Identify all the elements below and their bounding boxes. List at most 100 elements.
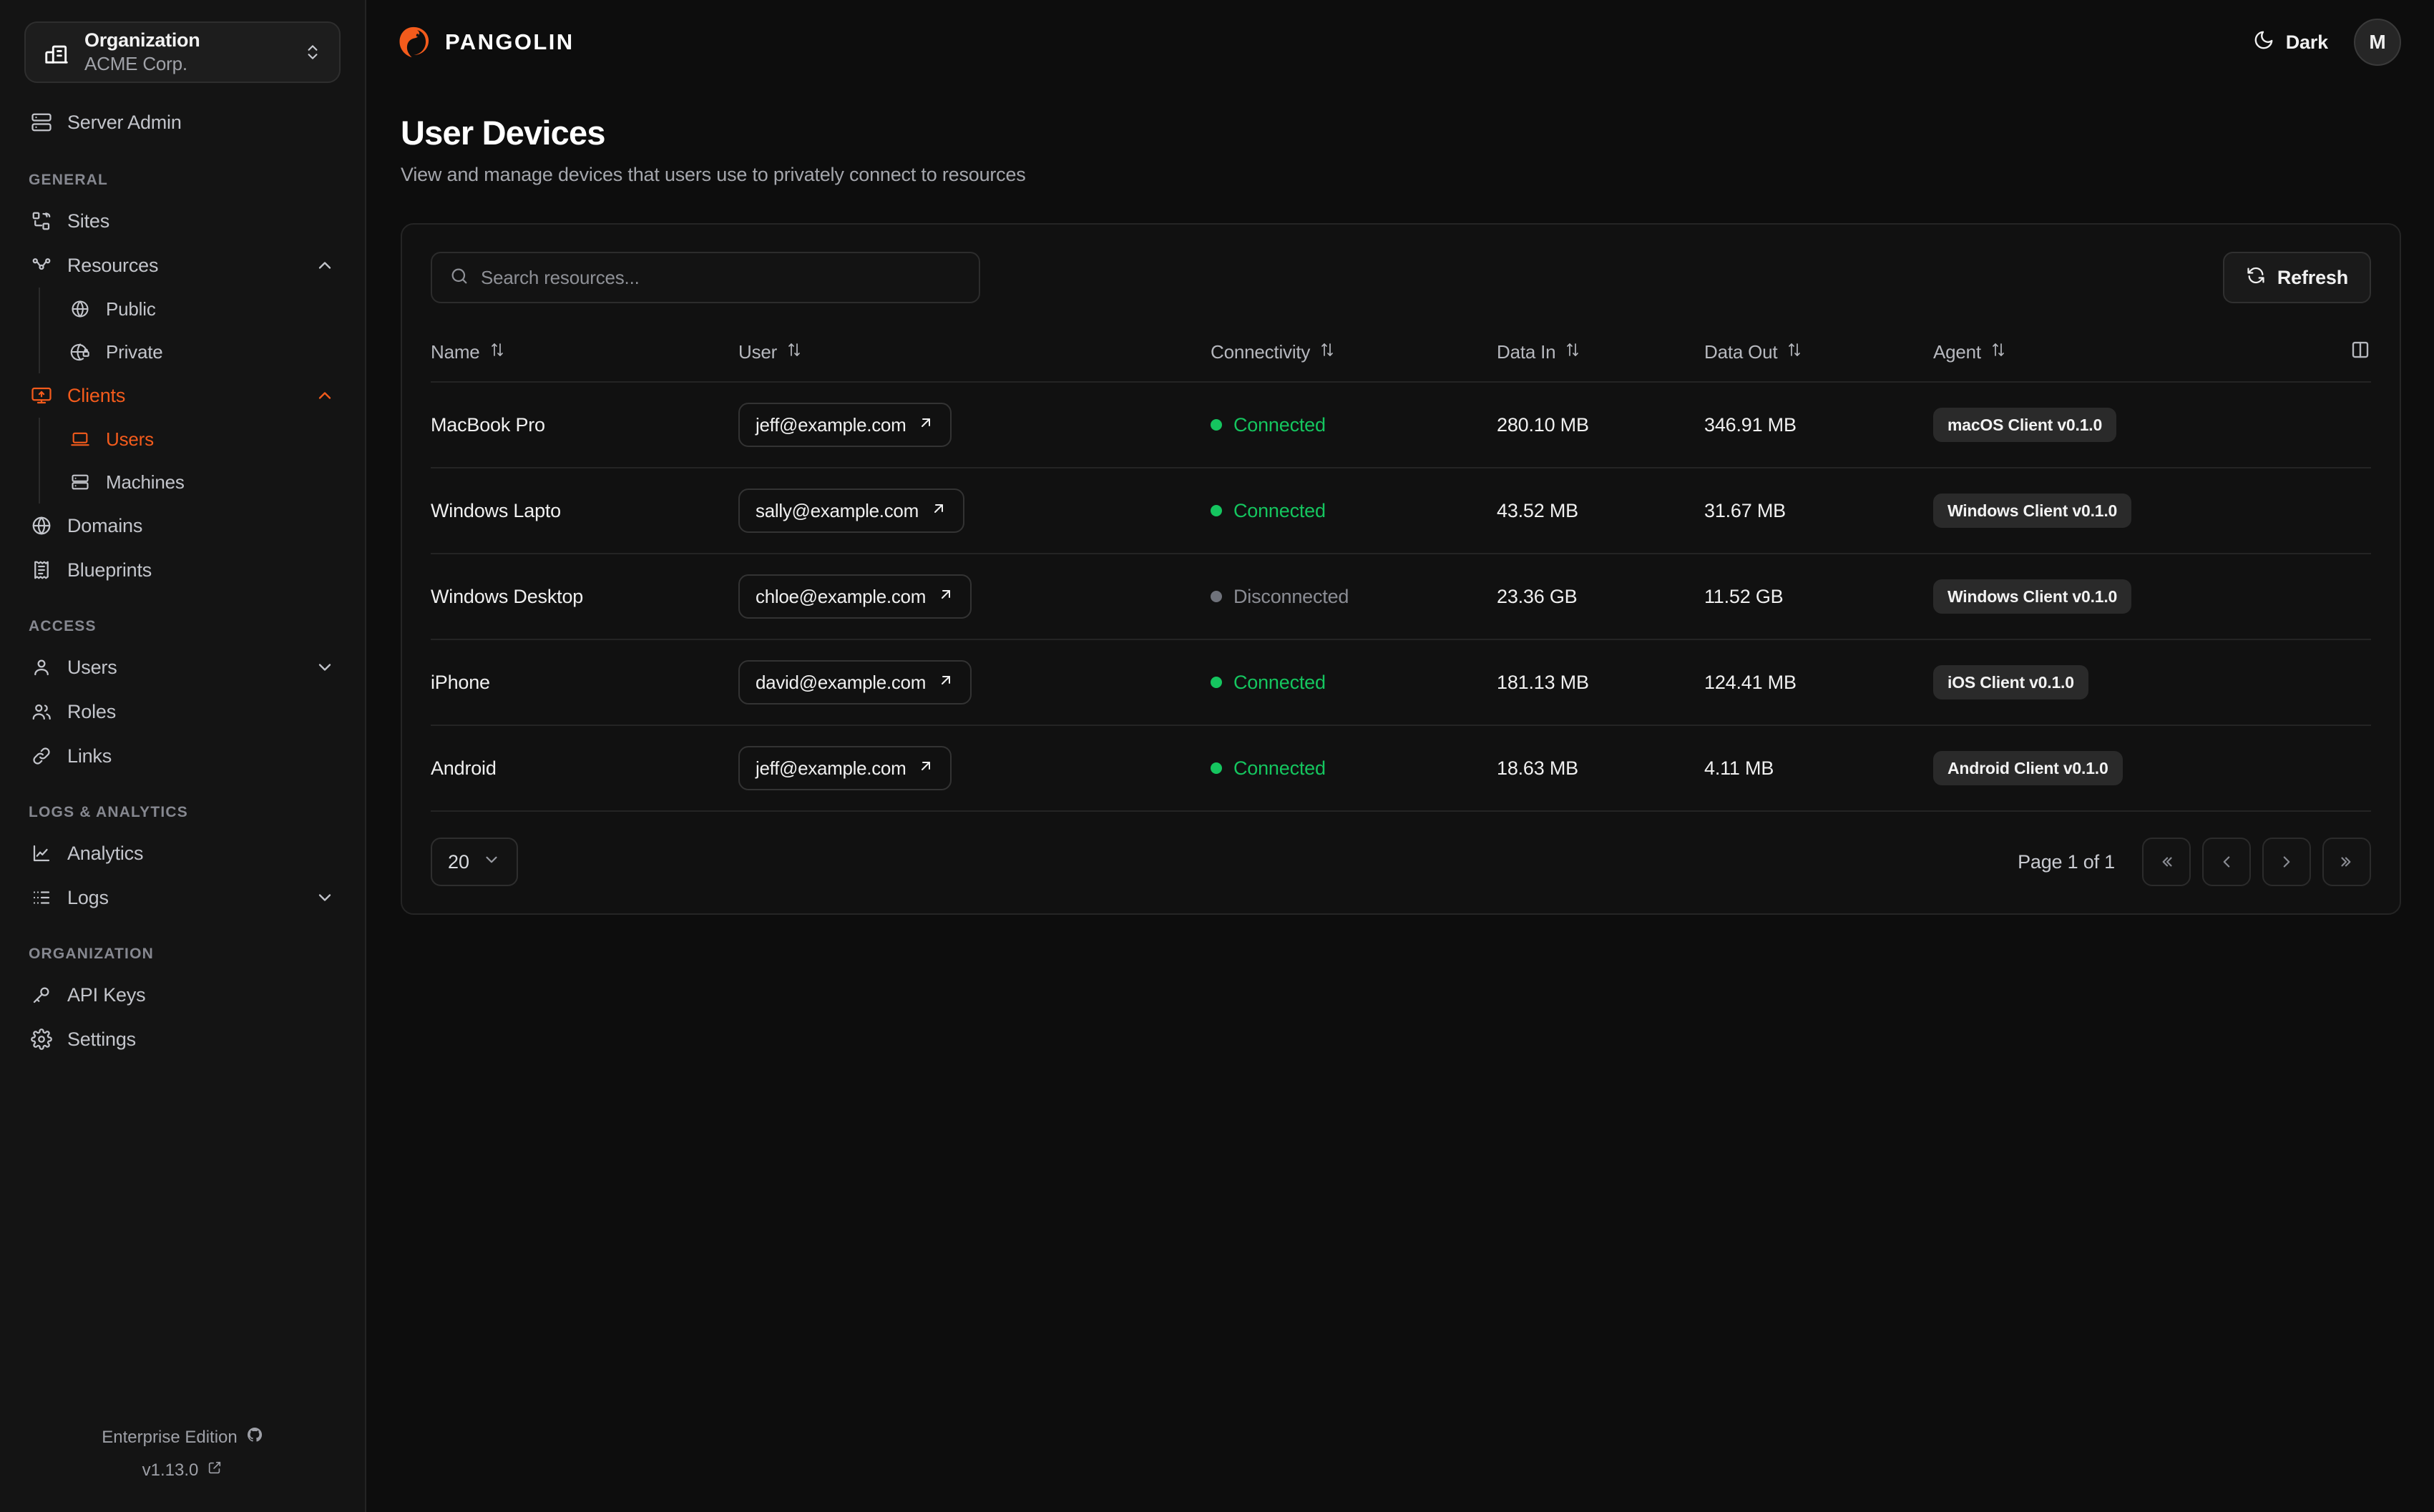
sidebar-item-links[interactable]: Links bbox=[20, 734, 345, 778]
cell-agent: macOS Client v0.1.0 bbox=[1933, 381, 2314, 468]
page-size-select[interactable]: 20 bbox=[431, 838, 519, 886]
cell-agent: Windows Client v0.1.0 bbox=[1933, 553, 2314, 639]
cell-user: david@example.com bbox=[738, 639, 1211, 725]
page-size-value: 20 bbox=[448, 850, 470, 873]
sidebar-item-private[interactable]: Private bbox=[59, 330, 345, 373]
sidebar-section-general: GENERAL bbox=[29, 172, 109, 188]
search-icon bbox=[449, 266, 469, 290]
theme-toggle-button[interactable]: Dark bbox=[2253, 29, 2328, 56]
edition-link[interactable]: Enterprise Edition bbox=[102, 1426, 263, 1448]
sidebar-section-access: ACCESS bbox=[29, 618, 97, 634]
user-link-button[interactable]: jeff@example.com bbox=[738, 746, 952, 790]
prev-page-button[interactable] bbox=[2202, 838, 2251, 886]
refresh-label: Refresh bbox=[2277, 266, 2348, 288]
table-row[interactable]: Windows Lapto sally@example.com bbox=[431, 467, 2371, 554]
user-email: chloe@example.com bbox=[756, 585, 927, 607]
table-row[interactable]: Windows Desktop chloe@example.com bbox=[431, 553, 2371, 639]
sidebar-item-users-clients[interactable]: Users bbox=[59, 418, 345, 461]
cell-name: Windows Desktop bbox=[431, 553, 738, 639]
column-header-data-in[interactable]: Data In bbox=[1497, 326, 1704, 382]
column-header-user[interactable]: User bbox=[738, 326, 1211, 382]
last-page-button[interactable] bbox=[2322, 838, 2371, 886]
table-row[interactable]: iPhone david@example.com bbox=[431, 639, 2371, 725]
agent-badge: Windows Client v0.1.0 bbox=[1933, 579, 2132, 614]
cell-name: Android bbox=[431, 725, 738, 812]
laptop-icon bbox=[69, 428, 92, 451]
cell-agent: Windows Client v0.1.0 bbox=[1933, 467, 2314, 554]
status-dot bbox=[1211, 677, 1222, 689]
cell-data-out: 346.91 MB bbox=[1704, 381, 1933, 468]
sidebar-item-label: Logs bbox=[67, 886, 109, 908]
user-link-button[interactable]: david@example.com bbox=[738, 660, 972, 705]
clients-icon bbox=[30, 384, 53, 407]
sidebar-item-logs[interactable]: Logs bbox=[20, 875, 345, 920]
sidebar-item-label: Users bbox=[67, 656, 117, 678]
organization-name: ACME Corp. bbox=[84, 53, 187, 74]
first-page-button[interactable] bbox=[2142, 838, 2191, 886]
sidebar-item-sites[interactable]: Sites bbox=[20, 199, 345, 243]
search-input[interactable]: Search resources... bbox=[431, 252, 980, 303]
search-placeholder: Search resources... bbox=[481, 266, 640, 288]
link-icon bbox=[30, 745, 53, 767]
user-link-button[interactable]: sally@example.com bbox=[738, 489, 964, 533]
user-link-button[interactable]: chloe@example.com bbox=[738, 574, 972, 619]
sidebar-item-label: Settings bbox=[67, 1028, 136, 1050]
brand[interactable]: PANGOLIN bbox=[395, 24, 575, 61]
column-header-tools bbox=[2314, 326, 2371, 382]
cell-connectivity: Connected bbox=[1211, 639, 1497, 725]
table-toolbar: Search resources... Refresh bbox=[431, 252, 2371, 303]
pagination-buttons bbox=[2142, 838, 2371, 886]
arrow-up-right-icon bbox=[937, 586, 954, 608]
table-row[interactable]: MacBook Pro jeff@example.com bbox=[431, 381, 2371, 468]
sidebar-item-label: Roles bbox=[67, 700, 117, 722]
cell-user: sally@example.com bbox=[738, 467, 1211, 554]
sidebar-item-settings[interactable]: Settings bbox=[20, 1017, 345, 1061]
globe-icon bbox=[30, 514, 53, 537]
sidebar-item-roles[interactable]: Roles bbox=[20, 689, 345, 734]
organization-switcher[interactable]: Organization ACME Corp. bbox=[24, 21, 341, 83]
sidebar-item-domains[interactable]: Domains bbox=[20, 504, 345, 548]
avatar[interactable]: M bbox=[2354, 19, 2401, 66]
organization-label: Organization bbox=[84, 29, 200, 51]
cell-name: Windows Lapto bbox=[431, 467, 738, 554]
sidebar-item-clients[interactable]: Clients bbox=[20, 373, 345, 418]
chevron-down-icon bbox=[315, 888, 335, 908]
sidebar-item-label: Domains bbox=[67, 514, 143, 536]
user-link-button[interactable]: jeff@example.com bbox=[738, 403, 952, 447]
column-header-name[interactable]: Name bbox=[431, 326, 738, 382]
sidebar-item-label: Blueprints bbox=[67, 559, 152, 581]
next-page-button[interactable] bbox=[2262, 838, 2311, 886]
globe-icon bbox=[69, 298, 92, 320]
sidebar-item-label: Analytics bbox=[67, 842, 144, 864]
columns-panel-icon[interactable] bbox=[2350, 339, 2371, 360]
sidebar-item-resources[interactable]: Resources bbox=[20, 243, 345, 288]
version-link[interactable]: v1.13.0 bbox=[142, 1460, 223, 1481]
arrow-up-right-icon bbox=[917, 414, 934, 436]
column-header-connectivity[interactable]: Connectivity bbox=[1211, 326, 1497, 382]
cell-connectivity: Connected bbox=[1211, 381, 1497, 468]
sidebar-item-public[interactable]: Public bbox=[59, 288, 345, 330]
status-dot bbox=[1211, 591, 1222, 603]
chevron-down-icon bbox=[482, 850, 501, 874]
sidebar-children-clients: Users Machines bbox=[39, 418, 345, 504]
user-icon bbox=[30, 656, 53, 679]
sidebar-item-api-keys[interactable]: API Keys bbox=[20, 973, 345, 1017]
sidebar-item-machines[interactable]: Machines bbox=[59, 461, 345, 504]
gear-icon bbox=[30, 1028, 53, 1051]
sidebar-item-analytics[interactable]: Analytics bbox=[20, 831, 345, 875]
column-header-data-out[interactable]: Data Out bbox=[1704, 326, 1933, 382]
sidebar-item-users-access[interactable]: Users bbox=[20, 645, 345, 689]
column-label: Data In bbox=[1497, 341, 1556, 363]
sidebar-item-blueprints[interactable]: Blueprints bbox=[20, 548, 345, 592]
chart-line-icon bbox=[30, 842, 53, 865]
column-header-agent[interactable]: Agent bbox=[1933, 326, 2314, 382]
sidebar-item-server-admin[interactable]: Server Admin bbox=[20, 100, 345, 144]
refresh-button[interactable]: Refresh bbox=[2222, 252, 2371, 303]
status-dot bbox=[1211, 762, 1222, 775]
key-icon bbox=[30, 983, 53, 1006]
cell-user: chloe@example.com bbox=[738, 553, 1211, 639]
sidebar-section-organization: ORGANIZATION bbox=[29, 946, 154, 962]
arrow-up-right-icon bbox=[937, 672, 954, 694]
table-head: Name User bbox=[431, 326, 2371, 382]
table-row[interactable]: Android jeff@example.com bbox=[431, 725, 2371, 812]
